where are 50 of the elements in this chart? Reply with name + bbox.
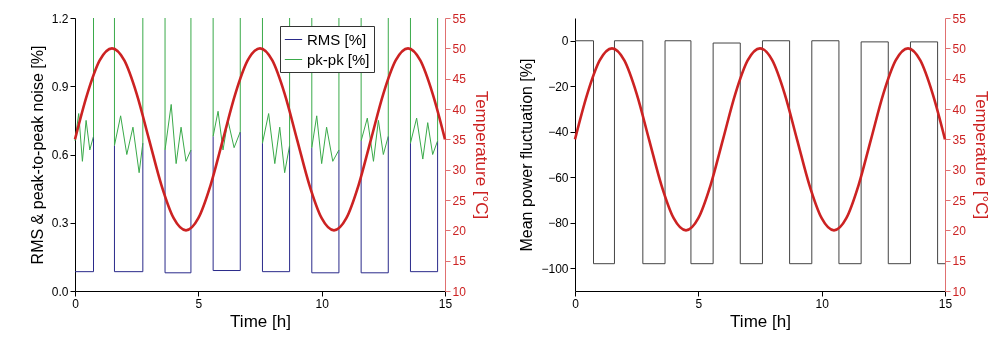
x-axis-title: Time [h] <box>730 311 791 331</box>
legend-label: RMS [%] <box>307 30 367 48</box>
y2-tick-label: 20 <box>452 223 467 238</box>
y2-tick-label: 50 <box>452 41 467 56</box>
y2-tick-label: 45 <box>452 72 467 87</box>
y2-tick-label: 10 <box>952 284 967 299</box>
y2-tick-label: 30 <box>452 163 467 178</box>
y2-tick-label: 35 <box>952 132 967 147</box>
x-tick-label: 10 <box>815 296 830 311</box>
y-tick-label: −20 <box>548 79 569 94</box>
y2-tick-label: 25 <box>952 193 967 208</box>
y2-tick-label: 55 <box>952 11 967 26</box>
y-tick-label: 0.9 <box>51 79 69 94</box>
y2-axis-title: Temperature [°C] <box>471 90 491 220</box>
y2-tick-label: 40 <box>952 102 967 117</box>
y-tick-label: 0.6 <box>51 148 69 162</box>
y2-tick-label: 15 <box>952 254 967 269</box>
y-tick-label: −60 <box>548 170 569 185</box>
line-series <box>573 47 947 232</box>
y-axis-title: Mean power fluctuation [%] <box>518 58 536 252</box>
y-tick-label: 1.2 <box>51 11 69 26</box>
y-tick-label: −80 <box>548 216 569 231</box>
y2-tick-label: 10 <box>452 284 467 299</box>
x-tick-label: 0 <box>572 296 580 311</box>
y2-axis-title: Temperature [°C] <box>971 90 991 220</box>
x-tick-label: 0 <box>72 296 80 311</box>
y-axis-title: RMS & peak-to-peak noise [%] <box>28 45 46 265</box>
line-series <box>73 47 447 232</box>
x-tick-label: 15 <box>938 296 953 311</box>
x-tick-label: 10 <box>315 296 330 311</box>
line-series <box>574 40 946 265</box>
y-tick-label: −40 <box>548 125 569 140</box>
y2-tick-label: 50 <box>952 41 967 56</box>
y2-tick-label: 15 <box>452 254 467 269</box>
y2-tick-label: 25 <box>452 193 467 208</box>
y-tick-label: 0 <box>561 34 569 49</box>
y-tick-label: 0.3 <box>51 216 69 231</box>
x-axis-title: Time [h] <box>230 311 291 331</box>
y2-tick-label: 20 <box>952 223 967 238</box>
y2-tick-label: 45 <box>952 72 967 87</box>
x-tick-label: 5 <box>695 296 703 311</box>
y2-tick-label: 35 <box>452 132 467 147</box>
x-tick-label: 5 <box>195 296 203 311</box>
x-tick-label: 15 <box>438 296 453 311</box>
y-tick-label: −100 <box>541 261 569 276</box>
y-tick-label: 0.0 <box>51 284 69 299</box>
legend-label: pk-pk [%] <box>307 50 370 68</box>
y2-tick-label: 30 <box>952 163 967 178</box>
y2-tick-label: 55 <box>452 11 467 26</box>
y2-tick-label: 40 <box>452 102 467 117</box>
